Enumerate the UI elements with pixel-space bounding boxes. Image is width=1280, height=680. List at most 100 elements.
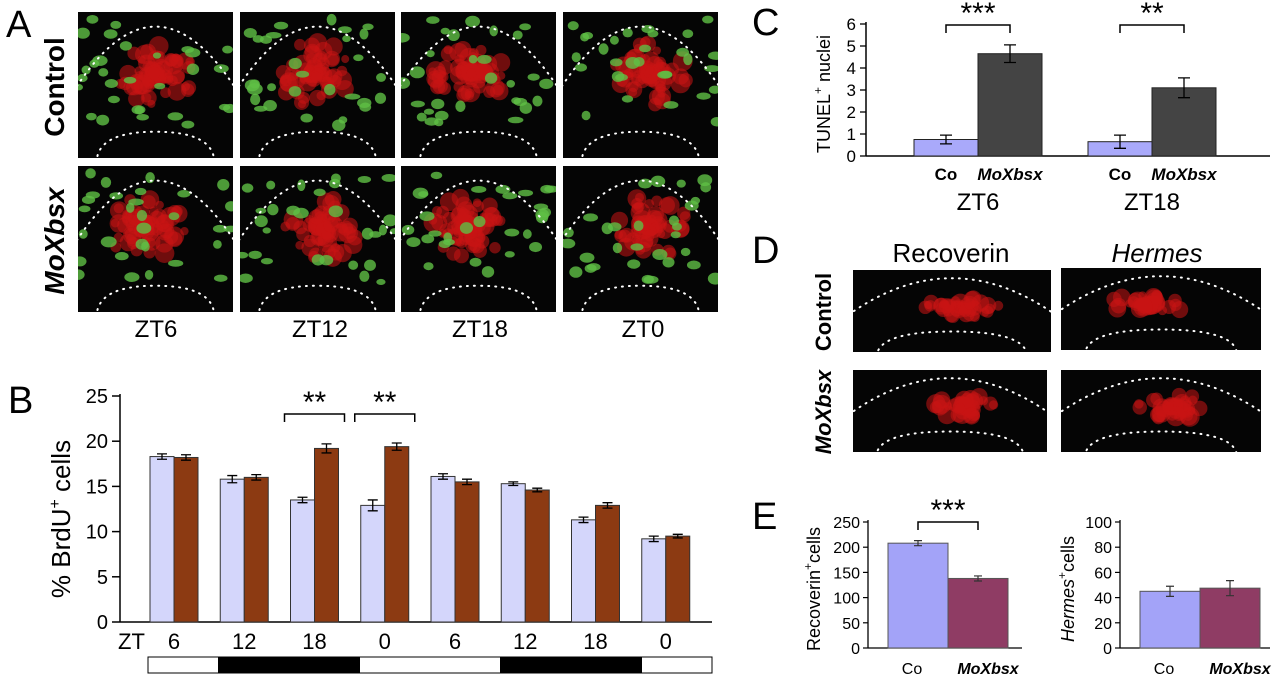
panel-b-error-bar (532, 487, 543, 493)
panel-b-bar-moxbsx (665, 535, 691, 623)
panel-b-error-bar (251, 473, 262, 481)
panel-b-y-tick-label: 25 (86, 386, 108, 408)
panel-c-group-label: ZT18 (1124, 189, 1180, 216)
chart-e1-error-bar (974, 575, 982, 582)
panel-b-category-label: 18 (583, 629, 607, 654)
panel-b-error-bar (438, 473, 448, 480)
panel-b-error-bar (157, 453, 167, 460)
panel-b-error-bar (227, 474, 238, 484)
chart-e1-y-axis-label: Recoverin+cells (801, 527, 824, 651)
chart-e1-significance-bracket (917, 521, 979, 530)
panel-b-chart: 0 5 10 15 20 25 % BrdU+ cells ZT 6 12 18 0 6 12 18 0 ** *… (46, 386, 713, 674)
panel-b-bar-control (571, 519, 596, 623)
chart-e2-y-tick-label: 100 (1085, 515, 1112, 532)
panel-b-error-bar (672, 533, 683, 539)
micrograph-control-zt18 (401, 12, 556, 158)
panel-c-error-bar (1114, 134, 1126, 149)
chart-e1-y-tick-label: 100 (833, 591, 860, 608)
chart-e2-category-label: MoXbsx (1209, 661, 1271, 678)
panel-b-error-bar (648, 535, 659, 543)
panel-b-category-label: 12 (513, 629, 537, 654)
panel-b-bar-moxbsx (243, 476, 269, 623)
chart-e1-category-label: MoXbsx (957, 661, 1019, 678)
panel-c-y-tick-label: 5 (847, 37, 856, 56)
panel-c-y-tick-label: 3 (847, 81, 856, 100)
micrograph-moxbsx-zt0 (563, 166, 718, 312)
panel-b-bar-moxbsx (314, 447, 339, 623)
chart-e1-y-tick-label: 0 (851, 641, 860, 658)
panel-c-y-tick-label: 0 (847, 147, 856, 166)
micrograph-control-zt0 (563, 12, 718, 158)
panel-b-bar-control (149, 456, 175, 623)
micrograph-moxbsx-zt18 (401, 166, 556, 312)
panel-b-error-bar (321, 443, 332, 454)
chart-e2-bar (1199, 587, 1261, 649)
micrograph-moxbsx-zt12 (240, 166, 395, 312)
chart-e2-y-tick-label: 20 (1094, 616, 1112, 633)
panel-b-y-axis-label: % BrdU+ cells (46, 440, 76, 598)
panel-d-row-label-moxbsx: MoXbsx (811, 369, 836, 455)
panel-b-bar-moxbsx (595, 504, 620, 623)
chart-e2-error-bar (1166, 585, 1174, 597)
panel-b-significance-label: ** (373, 386, 397, 419)
micrograph-control-zt12 (240, 12, 395, 158)
micrograph-moxbsx-zt6 (78, 166, 233, 312)
panel-b-bar-control (290, 499, 315, 623)
panel-c-bar-label: Co (1109, 165, 1132, 184)
panel-b-bar-control (500, 483, 526, 623)
panel-c-group-label: ZT6 (957, 189, 1000, 216)
panel-d-col-label-recoverin: Recoverin (892, 238, 1010, 268)
micrograph-hermes-control (1061, 268, 1261, 350)
chart-e1-y-tick-label: 250 (833, 515, 860, 532)
panel-b-error-bar (181, 454, 191, 461)
panel-c-y-axis-label: TUNEL+ nuclei (811, 35, 834, 153)
panel-c-error-bar (1178, 77, 1190, 99)
panel-b-y-tick-label: 20 (86, 431, 108, 453)
panel-c-error-bar (1004, 44, 1016, 64)
panel-c-y-tick-label: 2 (847, 103, 856, 122)
panel-e-hermes-chart: 0 20 40 60 80 100 Hermes+cells Co MoXbsx (1056, 515, 1272, 678)
micrograph-control-zt6 (78, 12, 233, 158)
panel-b-error-bar (367, 499, 378, 512)
panel-c-bar-label: MoXbsx (1151, 165, 1218, 184)
chart-e2-y-axis-label: Hermes+cells (1056, 536, 1078, 642)
panel-letter-e: E (752, 496, 778, 538)
chart-e1-y-tick-label: 200 (833, 540, 860, 557)
panel-c-chart: 0 1 2 3 4 5 6 TUNEL+ nuclei Co MoXbsx ZT6 Co MoXbsx Z… (811, 2, 1270, 216)
panel-b-zt-label: ZT (118, 629, 145, 654)
panel-b-error-bar (508, 481, 519, 487)
chart-e2-bar (1139, 590, 1201, 649)
panel-letter-d: D (752, 230, 780, 272)
panel-b-significance-bracket (283, 413, 346, 422)
panel-b-significance-bracket (354, 413, 416, 422)
panel-a-col-label-zt18: ZT18 (451, 316, 508, 343)
chart-e1-significance-label: *** (930, 496, 965, 527)
chart-e1-y-tick-label: 50 (842, 616, 860, 633)
micrograph-recoverin-control (853, 270, 1051, 352)
chart-e2-category-label: Co (1154, 661, 1175, 678)
chart-e2-y-tick-label: 80 (1094, 540, 1112, 557)
panel-c-error-bar (940, 134, 952, 145)
chart-e2-y-tick-label: 60 (1094, 565, 1112, 582)
panel-a-col-label-zt12: ZT12 (291, 316, 348, 343)
panel-b-category-label: 12 (232, 629, 256, 654)
panel-b-error-bar (297, 496, 308, 504)
chart-e1-bar (947, 577, 1009, 649)
panel-b-category-label: 18 (302, 629, 326, 654)
panel-c-bar-label: MoXbsx (977, 165, 1044, 184)
panel-a-row-label-moxbsx: MoXbsx (39, 187, 70, 295)
panel-c-significance-bracket (945, 24, 1011, 33)
panel-b-error-bar (578, 516, 589, 524)
panel-b-bar-control (219, 478, 245, 623)
panel-b-bar-control (641, 538, 667, 623)
panel-c-bar-label: Co (935, 165, 958, 184)
panel-a-row-label-control: Control (39, 37, 70, 137)
panel-c-bar-moxbsx (977, 53, 1043, 157)
chart-e1-category-label: Co (902, 661, 923, 678)
chart-e1-y-tick-label: 150 (833, 565, 860, 582)
panel-e-recoverin-chart: 0 50 100 150 200 250 Recoverin+cells Co MoXbsx **… (801, 496, 1022, 678)
panel-b-bar-moxbsx (524, 489, 550, 623)
panel-b-category-label: 0 (379, 629, 391, 654)
micrograph-recoverin-moxbsx (853, 370, 1047, 452)
panel-b-error-bar (462, 478, 472, 486)
